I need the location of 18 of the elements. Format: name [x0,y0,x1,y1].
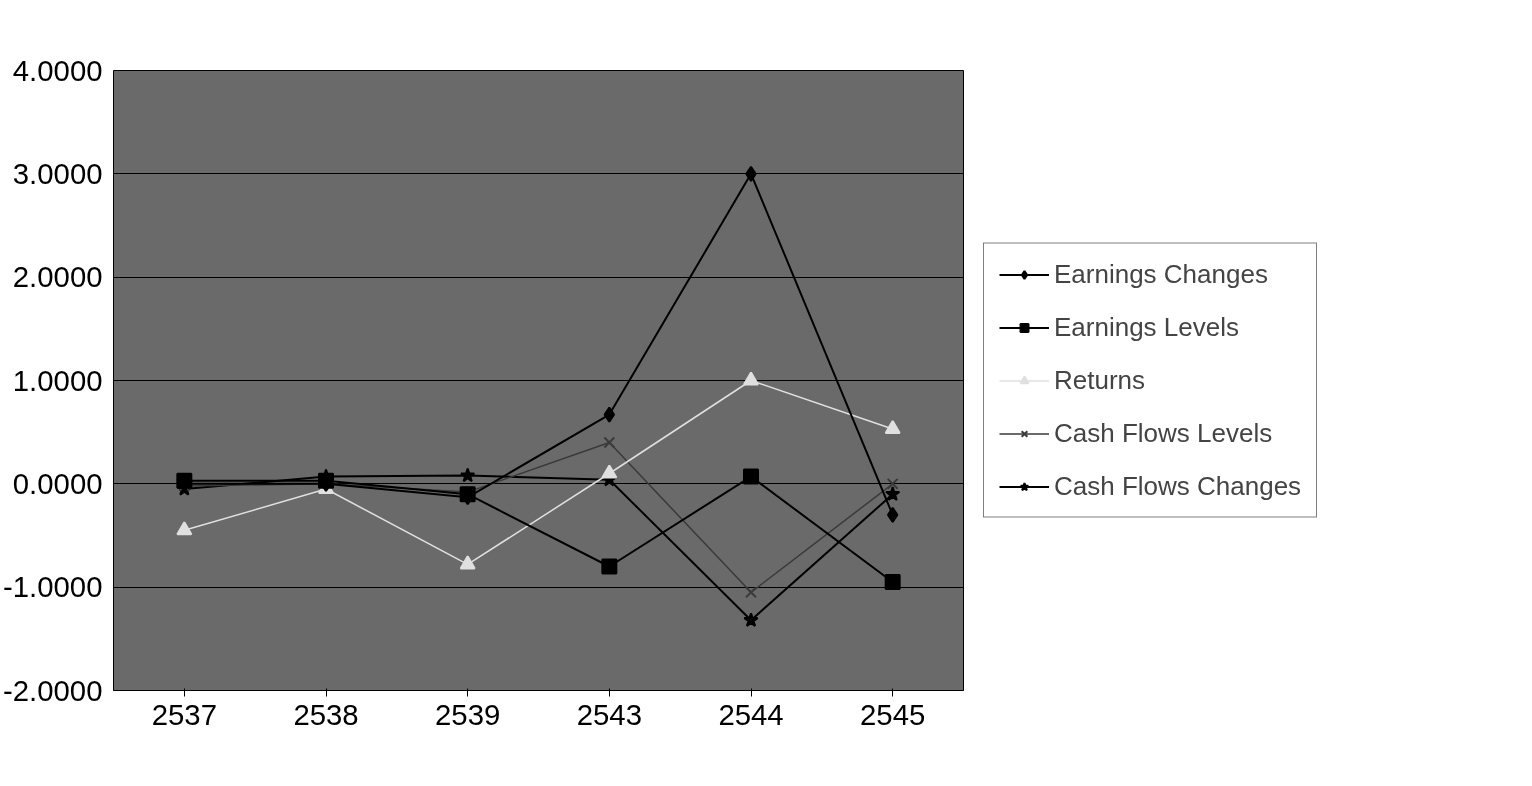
x-tick-label: 2537 [151,697,217,731]
legend-label: Cash Flows Changes [1054,470,1302,502]
y-tick-label: 3.0000 [12,156,103,190]
y-tick-label: 4.0000 [12,53,103,87]
y-tick-label: -1.0000 [3,570,103,604]
y-tick-label: 0.0000 [12,466,103,500]
x-tick-label: 2544 [718,697,784,731]
legend-label: Earnings Levels [1054,311,1239,343]
x-tick-label: 2545 [860,697,926,731]
y-tick-label: -2.0000 [3,673,103,707]
y-tick-label: 1.0000 [12,363,103,397]
y-tick-label: 2.0000 [12,260,103,294]
legend-label: Returns [1054,364,1146,396]
legend-label: Cash Flows Levels [1054,417,1273,449]
legend-label: Earnings Changes [1054,258,1268,290]
x-tick-label: 2539 [435,697,501,731]
x-tick-label: 2543 [576,697,642,731]
x-tick-label: 2538 [293,697,359,731]
